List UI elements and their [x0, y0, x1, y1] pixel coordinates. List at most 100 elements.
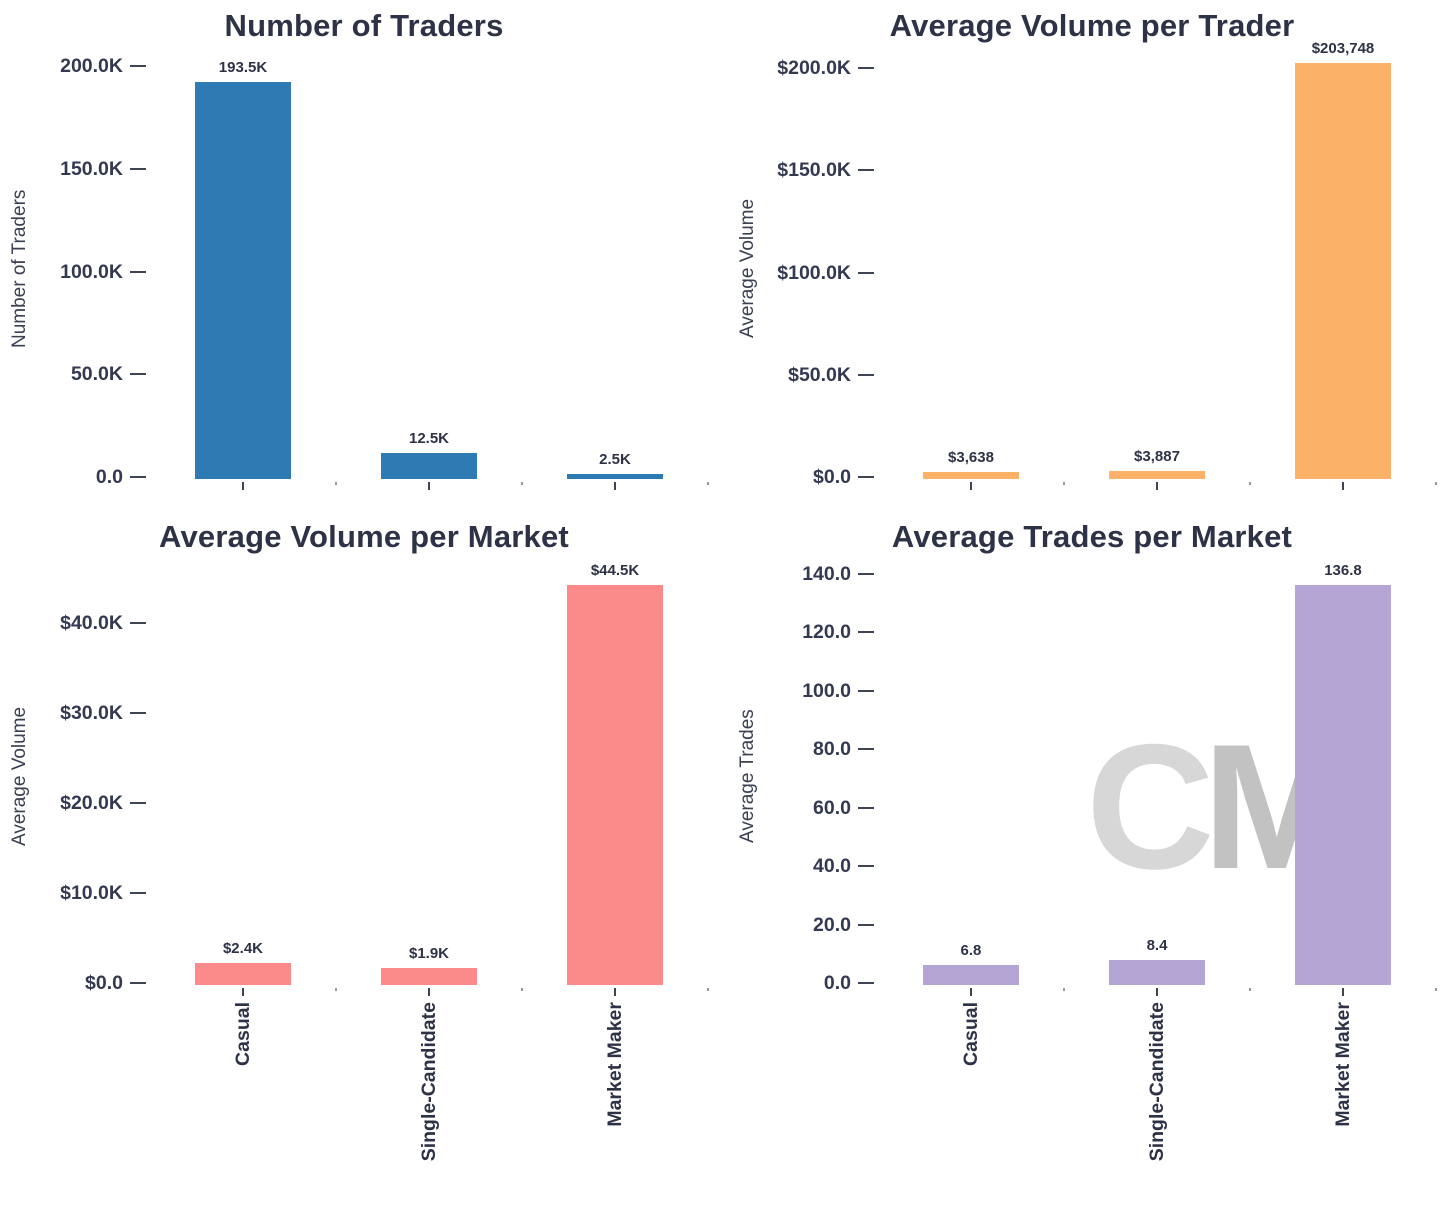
y-tick-label: 20.0: [813, 913, 851, 936]
y-tick-label: 50.0K: [70, 363, 123, 386]
x-minor-tick: [707, 988, 709, 991]
bar-market-maker: [567, 584, 663, 985]
bar-single-candidate: [1109, 960, 1205, 985]
bar-value-label: $2.4K: [222, 940, 263, 958]
y-tick: 140.0: [728, 562, 874, 588]
y-tick-label: 0.0: [823, 972, 851, 994]
plot-area: $3,638 $3,887 $203,748: [878, 40, 1437, 490]
y-axis: $0.0 $10.0K $20.0K $30.0K $40.0K: [0, 567, 150, 994]
x-tick: [1156, 482, 1158, 490]
x-category-label: Single-Candidate: [418, 1002, 440, 1162]
watermark-letter-c: C: [1086, 707, 1215, 906]
y-tick-label: 120.0: [802, 621, 851, 644]
y-tick-mark: [858, 373, 874, 376]
y-tick: 120.0: [728, 620, 874, 646]
chart-average-volume-per-trader: Average Volume per Trader Average Volume…: [728, 0, 1456, 505]
y-tick: 200.0K: [0, 54, 146, 80]
y-tick: $40.0K: [0, 611, 146, 637]
y-tick-label: $0.0: [813, 466, 851, 488]
y-tick-label: $0.0: [85, 972, 123, 994]
y-tick-mark: [858, 631, 874, 634]
bar-value-label: 193.5K: [218, 58, 268, 76]
y-tick: 20.0: [728, 913, 874, 939]
bar-value-label: $3,638: [948, 448, 994, 466]
bar-value-label: $3,887: [1134, 448, 1180, 466]
y-tick: $30.0K: [0, 701, 146, 727]
y-tick: $150.0K: [728, 158, 874, 184]
bar-value-label: 136.8: [1324, 562, 1362, 580]
y-tick: 0.0: [0, 465, 146, 491]
x-category-label: Market Maker: [604, 1002, 626, 1127]
y-tick-mark: [858, 271, 874, 274]
y-tick: 0.0: [728, 971, 874, 997]
x-tick: [1342, 988, 1344, 996]
y-tick-mark: [130, 373, 146, 376]
chart-title: Average Trades per Market: [891, 519, 1293, 554]
plot-area: 6.8 Casual 8.4 Single-Candidate 136.8 Market …: [878, 562, 1437, 1161]
y-tick-label: $150.0K: [777, 159, 851, 182]
y-tick: $0.0: [0, 971, 146, 997]
x-tick: [428, 988, 430, 996]
y-tick-label: 200.0K: [60, 55, 123, 78]
y-tick-label: 0.0: [95, 466, 123, 488]
y-tick-mark: [130, 982, 146, 984]
chart-title: Average Volume per Trader: [889, 8, 1295, 43]
y-tick-mark: [130, 167, 146, 170]
y-tick-label: 150.0K: [60, 157, 123, 180]
y-tick-mark: [858, 982, 874, 984]
x-tick: [1342, 482, 1344, 490]
y-tick-label: 140.0: [802, 562, 851, 585]
y-tick: 150.0K: [0, 157, 146, 183]
y-tick: $50.0K: [728, 363, 874, 389]
y-tick-label: 100.0K: [60, 260, 123, 283]
y-tick-label: 80.0: [813, 738, 851, 761]
y-axis: 0.0 50.0K 100.0K 150.0K 200.0K: [0, 55, 150, 488]
bar-casual: [194, 963, 291, 985]
y-tick-mark: [858, 865, 874, 868]
y-tick: $10.0K: [0, 881, 146, 907]
y-tick: 50.0K: [0, 362, 146, 388]
x-category-label: Market Maker: [1332, 1002, 1354, 1127]
chart-average-trades-per-market: Average Trades per Market Average Trades…: [728, 505, 1456, 1208]
x-minor-tick: [707, 482, 709, 485]
x-category-label: Casual: [959, 1002, 982, 1066]
y-tick-label: $200.0K: [777, 57, 851, 80]
x-minor-tick: [1062, 482, 1065, 485]
bar-market-maker: [567, 473, 663, 479]
y-tick: $100.0K: [728, 261, 874, 287]
y-tick: 40.0: [728, 854, 874, 880]
y-tick-label: $10.0K: [60, 882, 123, 905]
bar-value-label: 8.4: [1146, 937, 1168, 955]
bar-value-label: $203,748: [1311, 39, 1375, 57]
plot-area: $2.4K Casual $1.9K Single-Candidate $44.5K Ma…: [150, 562, 709, 1161]
y-tick-mark: [130, 712, 146, 715]
y-tick-label: $40.0K: [60, 612, 123, 635]
bar-casual: [922, 965, 1019, 985]
y-tick: $20.0K: [0, 791, 146, 817]
bar-market-maker: [1295, 62, 1391, 479]
x-minor-tick: [334, 988, 337, 991]
x-tick: [428, 482, 430, 490]
x-minor-tick: [1248, 482, 1251, 485]
y-tick-mark: [858, 806, 874, 809]
x-minor-tick: [1248, 988, 1251, 991]
y-tick: 100.0K: [0, 260, 146, 286]
bar-casual: [194, 81, 291, 479]
bar-single-candidate: [381, 967, 477, 985]
bar-value-label: 12.5K: [408, 430, 450, 448]
y-tick: 100.0: [728, 679, 874, 705]
bar-market-maker: [1295, 585, 1391, 985]
y-tick-label: 40.0: [813, 855, 851, 878]
y-tick-mark: [858, 689, 874, 692]
x-minor-tick: [334, 482, 337, 485]
y-tick-mark: [130, 622, 146, 625]
y-tick-label: $20.0K: [60, 792, 123, 815]
bar-casual: [922, 471, 1019, 479]
x-tick: [241, 482, 244, 490]
y-tick-mark: [858, 169, 874, 172]
y-tick-mark: [858, 67, 874, 70]
y-tick: $0.0: [728, 465, 874, 491]
y-tick-mark: [130, 270, 146, 273]
y-tick-mark: [858, 476, 874, 478]
y-tick: 80.0: [728, 737, 874, 763]
